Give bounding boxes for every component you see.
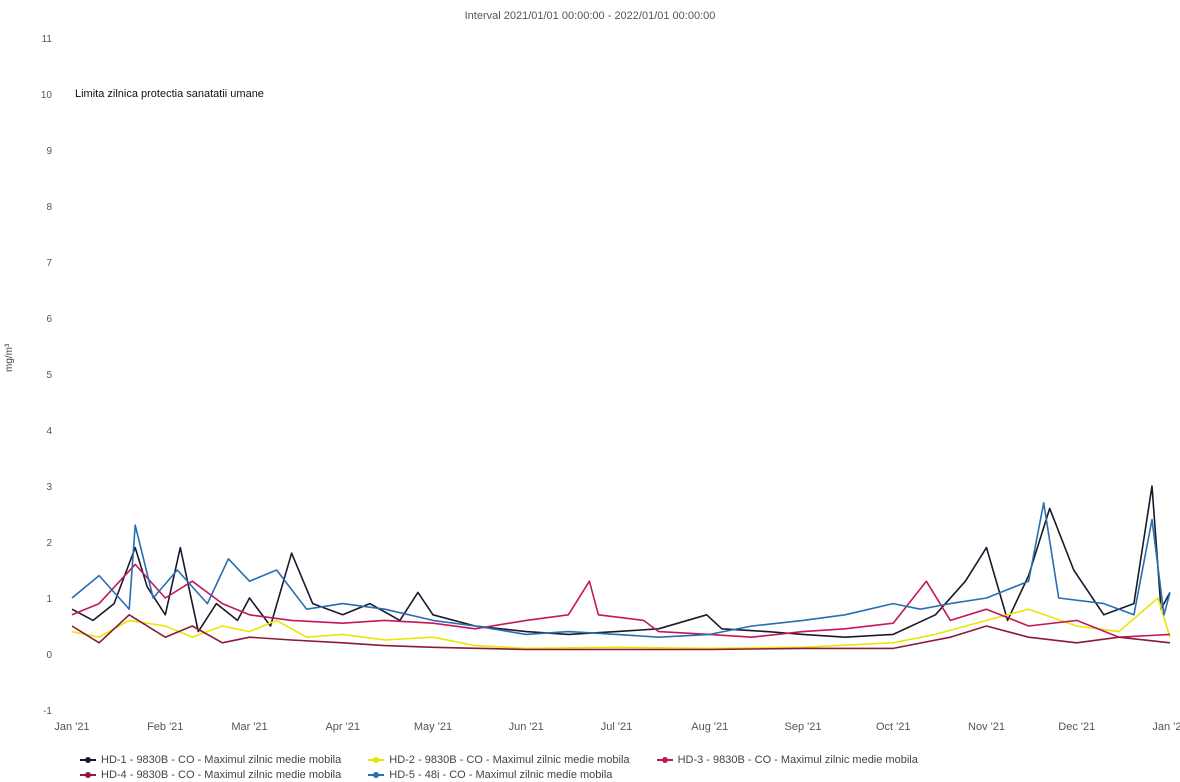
x-tick-label: Sep '21	[785, 721, 822, 733]
legend-item-hd2[interactable]: HD-2 - 9830B - CO - Maximul zilnic medie…	[368, 753, 630, 767]
threshold-annotation: Limita zilnica protectia sanatatii umane	[75, 88, 264, 100]
chart-title: Interval 2021/01/01 00:00:00 - 2022/01/0…	[464, 10, 716, 22]
x-tick-label: Dec '21	[1058, 721, 1095, 733]
legend-item-hd3[interactable]: HD-3 - 9830B - CO - Maximul zilnic medie…	[656, 753, 918, 767]
x-tick-label: Aug '21	[691, 721, 728, 733]
legend: HD-1 - 9830B - CO - Maximul zilnic medie…	[80, 752, 1170, 782]
x-tick-label: Mar '21	[231, 721, 267, 733]
x-tick-label: May '21	[414, 721, 452, 733]
series-line-hd4	[71, 614, 1171, 651]
legend-swatch-hd5	[368, 772, 385, 778]
y-tick-label: 7	[46, 258, 52, 269]
x-tick-label: Feb '21	[147, 721, 183, 733]
y-tick-label: 2	[46, 538, 52, 549]
legend-swatch-hd1	[80, 757, 96, 763]
y-tick-label: 11	[42, 34, 53, 45]
series-line-hd5	[71, 502, 1171, 638]
y-tick-label: 10	[41, 90, 53, 101]
x-tick-label: Jan '21	[54, 721, 89, 733]
y-tick-label: 8	[46, 202, 52, 213]
y-tick-label: 3	[46, 482, 52, 493]
y-tick-label: 5	[46, 370, 52, 381]
legend-label-hd3: HD-3 - 9830B - CO - Maximul zilnic medie…	[677, 754, 918, 766]
x-tick-label: Jan '22	[1152, 721, 1180, 733]
legend-label-hd2: HD-2 - 9830B - CO - Maximul zilnic medie…	[389, 754, 630, 766]
legend-item-hd4[interactable]: HD-4 - 9830B - CO - Maximul zilnic medie…	[80, 768, 341, 782]
x-tick-label: Nov '21	[968, 721, 1005, 733]
legend-label-hd1: HD-1 - 9830B - CO - Maximul zilnic medie…	[101, 754, 342, 766]
legend-swatch-hd2	[368, 757, 385, 763]
x-tick-label: Jul '21	[601, 721, 632, 733]
legend-label-hd5: HD-5 - 48i - CO - Maximul zilnic medie m…	[389, 769, 613, 781]
x-tick-label: Oct '21	[876, 721, 911, 733]
series-line-hd3	[71, 563, 1171, 638]
legend-item-hd5[interactable]: HD-5 - 48i - CO - Maximul zilnic medie m…	[368, 768, 612, 782]
x-tick-label: Jun '21	[509, 721, 544, 733]
legend-label-hd4: HD-4 - 9830B - CO - Maximul zilnic medie…	[101, 769, 342, 781]
legend-swatch-hd4	[80, 772, 96, 778]
y-tick-label: 1	[46, 594, 52, 605]
series-line-hd1	[71, 485, 1171, 638]
y-tick-label: 4	[46, 426, 52, 437]
y-tick-label: 0	[46, 650, 52, 661]
y-tick-label: 9	[46, 146, 52, 157]
x-tick-label: Apr '21	[325, 721, 360, 733]
legend-item-hd1[interactable]: HD-1 - 9830B - CO - Maximul zilnic medie…	[80, 753, 341, 767]
legend-swatch-hd3	[656, 757, 673, 763]
series-line-hd2	[71, 597, 1171, 650]
y-tick-label: -1	[43, 706, 52, 717]
y-tick-label: 6	[46, 314, 52, 325]
